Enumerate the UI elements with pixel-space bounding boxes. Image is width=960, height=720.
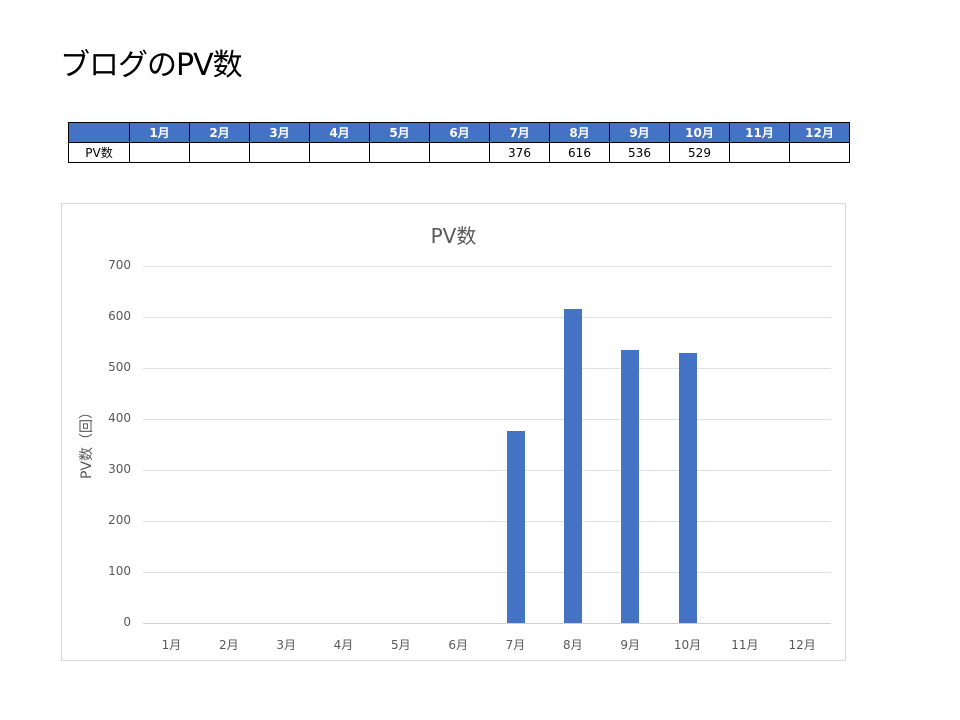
y-tick-label: 400 <box>108 411 131 425</box>
y-tick-label: 300 <box>108 462 131 476</box>
plot-area: 0 100 200 300 400 500 600 700 1月 2月 3月 4月 5月 6月 7月 8月 9月… <box>108 258 831 652</box>
y-tick-label: 0 <box>123 615 131 629</box>
table-header-cell: 1月 <box>129 122 190 143</box>
x-tick-label: 3月 <box>276 638 296 652</box>
table-corner-cell <box>68 122 130 143</box>
table-cell: 616 <box>549 142 610 163</box>
gridline <box>143 368 831 369</box>
table-cell <box>249 142 310 163</box>
y-tick-label: 500 <box>108 360 131 374</box>
table-row-label: PV数 <box>68 142 130 163</box>
gridline <box>143 521 831 522</box>
y-tick-label: 100 <box>108 564 131 578</box>
chart-title: PV数 <box>430 224 477 248</box>
chart-area[interactable]: PV数 PV数（回） 0 100 200 300 400 500 600 700 1月 2月 3月 4… <box>61 203 846 661</box>
gridline <box>143 317 831 318</box>
bar[interactable] <box>506 431 525 623</box>
bar[interactable] <box>678 353 697 623</box>
table-header-cell: 5月 <box>369 122 430 143</box>
gridline <box>143 572 831 573</box>
table-cell <box>429 142 490 163</box>
x-tick-label: 1月 <box>161 638 182 652</box>
table-cell: 376 <box>489 142 550 163</box>
x-tick-label: 4月 <box>333 638 354 652</box>
table-cell: 536 <box>609 142 670 163</box>
table-header-cell: 8月 <box>549 122 610 143</box>
bar[interactable] <box>564 308 582 623</box>
gridline <box>143 266 831 267</box>
table-cell <box>729 142 790 163</box>
table-header-cell: 3月 <box>249 122 310 143</box>
bar[interactable] <box>621 349 640 623</box>
table-header-cell: 10月 <box>669 122 730 143</box>
x-tick-label: 2月 <box>219 638 239 652</box>
y-tick-label: 700 <box>108 258 131 272</box>
table-cell <box>789 142 850 163</box>
gridline <box>143 419 831 420</box>
x-tick-label: 12月 <box>788 638 816 652</box>
y-tick-label: 200 <box>108 513 131 527</box>
table-header-cell: 7月 <box>489 122 550 143</box>
table-header-cell: 9月 <box>609 122 670 143</box>
table-header-row: 1月 2月 3月 4月 5月 6月 7月 8月 9月 10月 11月 12月 <box>68 122 850 143</box>
table-header-cell: 4月 <box>309 122 370 143</box>
table-header-cell: 12月 <box>789 122 850 143</box>
y-tick-label: 600 <box>108 309 131 323</box>
pv-data-table: 1月 2月 3月 4月 5月 6月 7月 8月 9月 10月 11月 12月 P… <box>68 122 850 163</box>
table-header-cell: 2月 <box>189 122 250 143</box>
table-cell: 529 <box>669 142 730 163</box>
table-cell <box>369 142 430 163</box>
gridline <box>143 623 831 624</box>
x-tick-label: 8月 <box>563 638 583 652</box>
x-tick-label: 6月 <box>448 638 468 652</box>
gridline <box>143 470 831 471</box>
x-tick-label: 11月 <box>731 638 759 652</box>
table-header-cell: 6月 <box>429 122 490 143</box>
table-cell <box>129 142 190 163</box>
table-row: PV数 376 616 536 529 <box>68 142 850 163</box>
table-cell <box>189 142 250 163</box>
x-tick-label: 10月 <box>673 638 702 652</box>
x-tick-label: 7月 <box>505 638 526 652</box>
x-tick-label: 5月 <box>391 638 411 652</box>
page-title: ブログのPV数 <box>60 48 243 83</box>
table-header-cell: 11月 <box>729 122 790 143</box>
x-tick-label: 9月 <box>620 638 640 652</box>
table-cell <box>309 142 370 163</box>
